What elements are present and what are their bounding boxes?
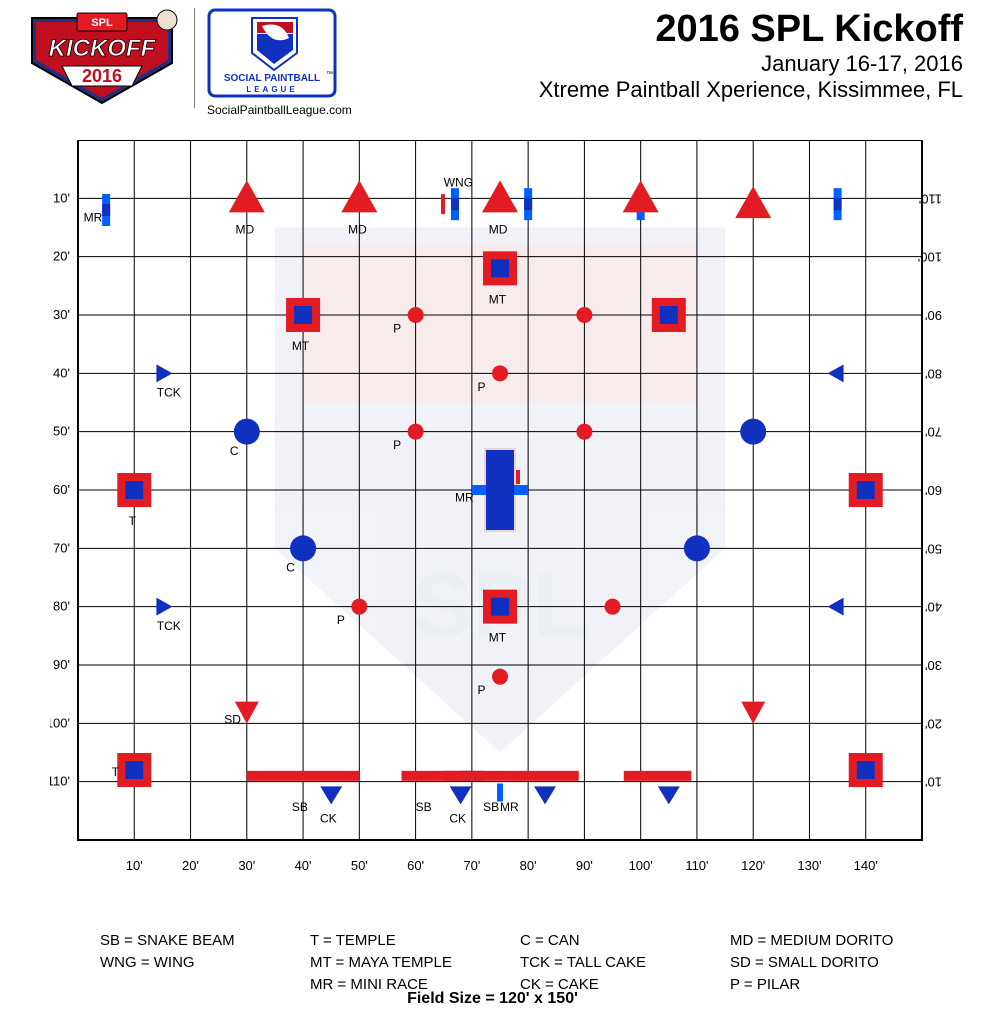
- svg-text:50': 50': [53, 424, 70, 439]
- legend-item: SD = SMALL DORITO: [730, 952, 940, 974]
- svg-text:KICKOFF: KICKOFF: [49, 35, 157, 62]
- svg-text:90': 90': [53, 657, 70, 672]
- svg-text:10': 10': [925, 775, 942, 790]
- legend-item: WNG = WING: [100, 952, 310, 974]
- legend-column: C = CANTCK = TALL CAKECK = CAKE: [520, 930, 730, 995]
- svg-text:30': 30': [238, 858, 255, 873]
- svg-text:110': 110': [919, 191, 942, 206]
- svg-text:120': 120': [741, 858, 765, 873]
- svg-text:40': 40': [925, 600, 942, 615]
- svg-text:70': 70': [925, 425, 942, 440]
- svg-text:P: P: [393, 322, 401, 336]
- svg-text:70': 70': [463, 858, 480, 873]
- svg-text:C: C: [230, 444, 239, 458]
- svg-text:MT: MT: [489, 292, 507, 306]
- svg-text:T: T: [112, 765, 120, 779]
- legend: SB = SNAKE BEAMWNG = WINGT = TEMPLEMT = …: [100, 930, 940, 995]
- field-layout: SPL10'20'30'40'50'60'70'80'90'100'110'12…: [50, 140, 950, 880]
- svg-text:110': 110': [685, 858, 708, 873]
- svg-text:20': 20': [53, 249, 70, 264]
- field-size-label: Field Size = 120' x 150': [0, 990, 985, 1008]
- svg-text:P: P: [477, 380, 485, 394]
- svg-text:C: C: [286, 561, 295, 575]
- svg-text:40': 40': [53, 365, 70, 380]
- svg-text:P: P: [477, 683, 485, 697]
- svg-text:2016: 2016: [82, 66, 122, 86]
- legend-item: TCK = TALL CAKE: [520, 952, 730, 974]
- svg-text:LEAGUE: LEAGUE: [246, 85, 297, 94]
- legend-item: MT = MAYA TEMPLE: [310, 952, 520, 974]
- svg-text:20': 20': [925, 716, 942, 731]
- svg-text:TCK: TCK: [157, 619, 181, 633]
- svg-text:100': 100': [50, 715, 70, 730]
- svg-text:30': 30': [53, 307, 70, 322]
- legend-column: SB = SNAKE BEAMWNG = WING: [100, 930, 310, 995]
- svg-text:MT: MT: [489, 631, 507, 645]
- svg-text:90': 90': [576, 858, 593, 873]
- svg-text:MT: MT: [292, 339, 310, 353]
- svg-text:MR: MR: [455, 491, 474, 505]
- svg-text:10': 10': [126, 858, 143, 873]
- legend-item: MD = MEDIUM DORITO: [730, 930, 940, 952]
- svg-text:130': 130': [797, 858, 821, 873]
- svg-text:100': 100': [629, 858, 653, 873]
- legend-column: T = TEMPLEMT = MAYA TEMPLEMR = MINI RACE: [310, 930, 520, 995]
- svg-text:MR: MR: [84, 211, 103, 225]
- svg-text:MR: MR: [500, 800, 519, 814]
- svg-text:20': 20': [182, 858, 199, 873]
- svg-text:MD: MD: [348, 222, 367, 236]
- event-title: 2016 SPL Kickoff: [539, 8, 963, 51]
- svg-text:90': 90': [925, 308, 942, 323]
- svg-text:30': 30': [925, 658, 942, 673]
- svg-text:CK: CK: [320, 812, 337, 826]
- svg-text:110': 110': [50, 774, 70, 789]
- kickoff-badge: SPL KICKOFF 2016: [22, 8, 182, 118]
- svg-text:SD: SD: [224, 712, 241, 726]
- svg-text:140': 140': [854, 858, 878, 873]
- svg-text:60': 60': [407, 858, 424, 873]
- svg-text:60': 60': [925, 483, 942, 498]
- header-text: 2016 SPL Kickoff January 16-17, 2016 Xtr…: [539, 8, 963, 103]
- svg-text:SB: SB: [416, 800, 432, 814]
- header-logos: SPL KICKOFF 2016 SOCIAL PAINTBALL LEAGUE…: [22, 8, 337, 118]
- legend-item: SB = SNAKE BEAM: [100, 930, 310, 952]
- svg-text:P: P: [337, 613, 345, 627]
- svg-text:10': 10': [53, 190, 70, 205]
- svg-text:MD: MD: [489, 222, 508, 236]
- svg-text:50': 50': [925, 541, 942, 556]
- svg-text:40': 40': [295, 858, 312, 873]
- svg-text:WNG: WNG: [444, 176, 473, 190]
- svg-text:60': 60': [53, 482, 70, 497]
- svg-text:80': 80': [53, 599, 70, 614]
- spl-league-badge: SOCIAL PAINTBALL LEAGUE ™ SocialPaintbal…: [207, 8, 337, 117]
- svg-text:™: ™: [326, 71, 333, 78]
- svg-text:TCK: TCK: [157, 386, 181, 400]
- svg-text:SPL: SPL: [91, 17, 113, 29]
- svg-text:80': 80': [520, 858, 537, 873]
- league-url: SocialPaintballLeague.com: [207, 103, 337, 117]
- legend-item: T = TEMPLE: [310, 930, 520, 952]
- svg-text:50': 50': [351, 858, 368, 873]
- svg-text:P: P: [393, 438, 401, 452]
- svg-text:70': 70': [53, 540, 70, 555]
- svg-text:MD: MD: [236, 222, 255, 236]
- legend-item: C = CAN: [520, 930, 730, 952]
- event-venue: Xtreme Paintball Xperience, Kissimmee, F…: [539, 77, 963, 103]
- svg-text:SOCIAL PAINTBALL: SOCIAL PAINTBALL: [224, 73, 320, 84]
- event-date: January 16-17, 2016: [539, 51, 963, 77]
- svg-text:CK: CK: [449, 812, 466, 826]
- svg-text:100': 100': [918, 250, 942, 265]
- svg-text:T: T: [129, 514, 137, 528]
- svg-text:80': 80': [925, 366, 942, 381]
- svg-text:SB: SB: [483, 800, 499, 814]
- legend-column: MD = MEDIUM DORITOSD = SMALL DORITOP = P…: [730, 930, 940, 995]
- svg-text:SB: SB: [292, 800, 308, 814]
